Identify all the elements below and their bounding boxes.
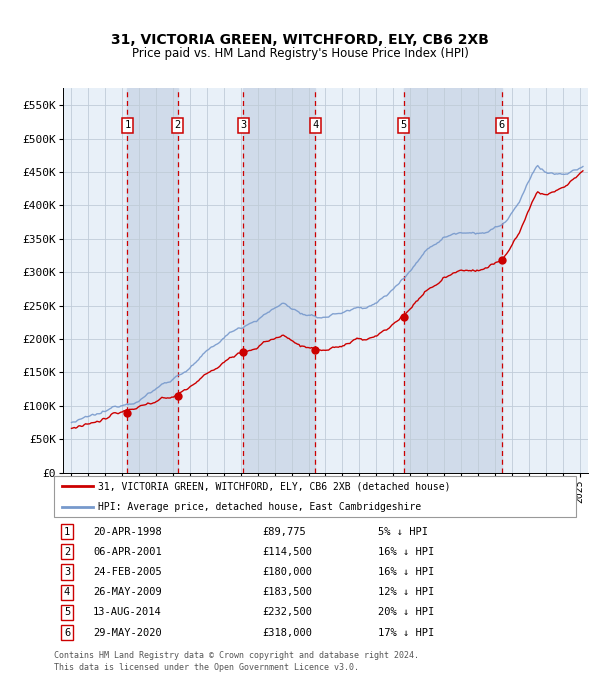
Text: 29-MAY-2020: 29-MAY-2020 [93, 628, 162, 638]
Text: 20-APR-1998: 20-APR-1998 [93, 526, 162, 537]
Text: 16% ↓ HPI: 16% ↓ HPI [377, 547, 434, 557]
Text: 2: 2 [175, 120, 181, 130]
Text: £114,500: £114,500 [263, 547, 313, 557]
Text: 26-MAY-2009: 26-MAY-2009 [93, 587, 162, 597]
Text: 17% ↓ HPI: 17% ↓ HPI [377, 628, 434, 638]
Text: 3: 3 [64, 567, 70, 577]
Text: £180,000: £180,000 [263, 567, 313, 577]
Text: This data is licensed under the Open Government Licence v3.0.: This data is licensed under the Open Gov… [54, 663, 359, 673]
Text: 16% ↓ HPI: 16% ↓ HPI [377, 567, 434, 577]
Text: 5: 5 [64, 607, 70, 617]
Text: 31, VICTORIA GREEN, WITCHFORD, ELY, CB6 2XB: 31, VICTORIA GREEN, WITCHFORD, ELY, CB6 … [111, 33, 489, 47]
Text: 2: 2 [64, 547, 70, 557]
Text: 12% ↓ HPI: 12% ↓ HPI [377, 587, 434, 597]
Text: 3: 3 [240, 120, 247, 130]
Text: 06-APR-2001: 06-APR-2001 [93, 547, 162, 557]
Text: £89,775: £89,775 [263, 526, 307, 537]
Text: £318,000: £318,000 [263, 628, 313, 638]
Text: 5% ↓ HPI: 5% ↓ HPI [377, 526, 428, 537]
Text: 4: 4 [312, 120, 319, 130]
Text: £232,500: £232,500 [263, 607, 313, 617]
Text: 13-AUG-2014: 13-AUG-2014 [93, 607, 162, 617]
Bar [404, 88, 502, 473]
Text: 24-FEB-2005: 24-FEB-2005 [93, 567, 162, 577]
Text: 6: 6 [64, 628, 70, 638]
Text: £183,500: £183,500 [263, 587, 313, 597]
Bar [127, 88, 178, 473]
Text: 1: 1 [64, 526, 70, 537]
Text: 31, VICTORIA GREEN, WITCHFORD, ELY, CB6 2XB (detached house): 31, VICTORIA GREEN, WITCHFORD, ELY, CB6 … [98, 481, 451, 491]
Text: 1: 1 [124, 120, 130, 130]
Text: Price paid vs. HM Land Registry's House Price Index (HPI): Price paid vs. HM Land Registry's House … [131, 47, 469, 61]
Text: 6: 6 [499, 120, 505, 130]
Text: 20% ↓ HPI: 20% ↓ HPI [377, 607, 434, 617]
Text: Contains HM Land Registry data © Crown copyright and database right 2024.: Contains HM Land Registry data © Crown c… [54, 651, 419, 660]
Text: 4: 4 [64, 587, 70, 597]
Text: 5: 5 [401, 120, 407, 130]
Bar [244, 88, 316, 473]
FancyBboxPatch shape [54, 476, 576, 517]
Text: HPI: Average price, detached house, East Cambridgeshire: HPI: Average price, detached house, East… [98, 502, 421, 511]
